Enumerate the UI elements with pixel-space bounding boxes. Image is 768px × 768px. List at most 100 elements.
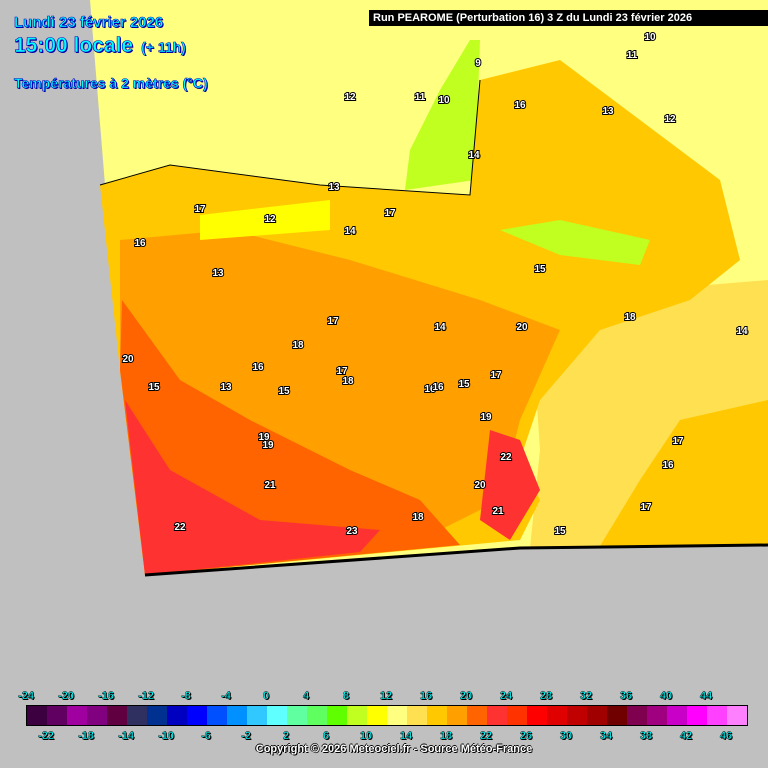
contour-label: 15 xyxy=(278,386,290,397)
legend-label-top: -4 xyxy=(221,690,231,702)
run-banner: Run PEAROME (Perturbation 16) 3 Z du Lun… xyxy=(369,10,768,26)
contour-label: 14 xyxy=(344,226,356,237)
contour-label: 18 xyxy=(412,512,424,523)
legend-swatch xyxy=(687,706,707,725)
contour-label: 23 xyxy=(346,526,358,537)
legend-swatch xyxy=(247,706,267,725)
legend-swatch xyxy=(227,706,247,725)
legend-label-bottom: -2 xyxy=(241,730,251,742)
legend-label-top: 16 xyxy=(419,690,433,702)
legend-swatch xyxy=(427,706,447,725)
legend-swatch xyxy=(387,706,407,725)
legend-swatch xyxy=(527,706,547,725)
legend-swatch xyxy=(47,706,67,725)
contour-label: 12 xyxy=(264,214,276,225)
contour-label: 11 xyxy=(415,92,426,103)
contour-label: 15 xyxy=(554,526,566,537)
contour-label: 22 xyxy=(500,452,512,463)
legend-label-top: -12 xyxy=(138,690,154,702)
legend-swatch xyxy=(647,706,667,725)
legend-swatch xyxy=(107,706,127,725)
contour-label: 19 xyxy=(262,440,274,451)
legend-swatch xyxy=(287,706,307,725)
contour-label: 17 xyxy=(672,436,684,447)
legend-label-top: 8 xyxy=(342,690,350,702)
forecast-time: 15:00 locale (+ 11h) xyxy=(14,34,186,58)
contour-label: 16 xyxy=(134,238,146,249)
legend-label-top: 44 xyxy=(699,690,713,702)
legend-label-bottom: 26 xyxy=(519,730,533,742)
legend-label-top: 32 xyxy=(579,690,593,702)
contour-label: 17 xyxy=(640,502,652,513)
contour-label: 17 xyxy=(490,370,502,381)
legend-swatch xyxy=(67,706,87,725)
legend-swatch xyxy=(187,706,207,725)
contour-label: 18 xyxy=(624,312,636,323)
legend-swatch xyxy=(567,706,587,725)
legend-label-bottom: 34 xyxy=(599,730,613,742)
contour-label: 13 xyxy=(212,268,224,279)
contour-label: 18 xyxy=(342,376,354,387)
legend-label-top: -16 xyxy=(98,690,114,702)
parameter-title: Températures à 2 mètres (°C) xyxy=(14,75,208,92)
contour-label: 18 xyxy=(292,340,304,351)
legend-label-bottom: -22 xyxy=(38,730,54,742)
legend-swatch xyxy=(347,706,367,725)
legend-swatch xyxy=(267,706,287,725)
contour-label: 17 xyxy=(384,208,396,219)
legend-swatch xyxy=(207,706,227,725)
legend-label-bottom: 2 xyxy=(282,730,290,742)
contour-label: 13 xyxy=(328,182,340,193)
legend-label-top: 4 xyxy=(302,690,310,702)
contour-label: 16 xyxy=(662,460,674,471)
lime-zone xyxy=(405,40,480,190)
legend-swatch xyxy=(667,706,687,725)
contour-label: 15 xyxy=(534,264,546,275)
legend-swatch xyxy=(87,706,107,725)
legend-swatch xyxy=(27,706,47,725)
contour-label: 10 xyxy=(644,32,656,43)
legend-swatch xyxy=(307,706,327,725)
forecast-date: Lundi 23 février 2026 xyxy=(14,14,164,32)
contour-label: 14 xyxy=(434,322,446,333)
legend-label-top: 40 xyxy=(659,690,673,702)
legend-swatch xyxy=(507,706,527,725)
contour-label: 9 xyxy=(475,58,481,69)
legend-swatch xyxy=(467,706,487,725)
legend-label-bottom: 14 xyxy=(399,730,413,742)
color-legend xyxy=(26,705,748,726)
legend-swatch xyxy=(447,706,467,725)
contour-label: 19 xyxy=(480,412,492,423)
legend-swatch xyxy=(327,706,347,725)
contour-label: 15 xyxy=(458,379,470,390)
legend-label-top: 28 xyxy=(539,690,553,702)
legend-swatch xyxy=(587,706,607,725)
contour-label: 10 xyxy=(438,95,450,106)
contour-label: 14 xyxy=(468,150,480,161)
legend-swatch xyxy=(727,706,747,725)
legend-label-top: 20 xyxy=(459,690,473,702)
contour-label: 12 xyxy=(344,92,356,103)
legend-swatch xyxy=(487,706,507,725)
legend-swatch xyxy=(127,706,147,725)
mediterranean-orange xyxy=(600,400,768,546)
legend-label-bottom: 22 xyxy=(479,730,493,742)
contour-label: 20 xyxy=(474,480,486,491)
legend-swatch xyxy=(627,706,647,725)
lead-time: (+ 11h) xyxy=(141,39,186,56)
legend-swatch xyxy=(707,706,727,725)
legend-label-bottom: -18 xyxy=(78,730,94,742)
contour-label: 16 xyxy=(514,100,526,111)
legend-label-top: -20 xyxy=(58,690,74,702)
legend-swatch xyxy=(147,706,167,725)
coast-hot xyxy=(125,400,380,575)
legend-label-top: 36 xyxy=(619,690,633,702)
legend-label-bottom: 30 xyxy=(559,730,573,742)
legend-swatch xyxy=(607,706,627,725)
domain-border xyxy=(144,543,768,577)
legend-label-bottom: 10 xyxy=(359,730,373,742)
contour-label: 13 xyxy=(220,382,232,393)
legend-label-bottom: -14 xyxy=(118,730,134,742)
contour-label: 21 xyxy=(264,480,276,491)
